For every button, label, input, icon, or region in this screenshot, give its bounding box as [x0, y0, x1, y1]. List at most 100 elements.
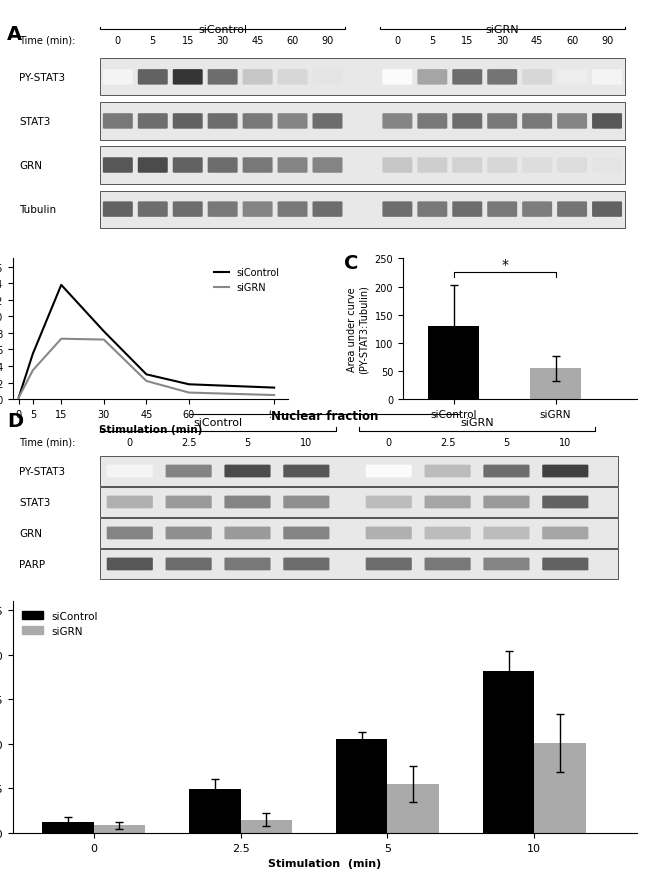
Text: siControl: siControl — [198, 25, 247, 34]
X-axis label: Stimulation (min): Stimulation (min) — [99, 425, 202, 435]
FancyBboxPatch shape — [100, 457, 618, 486]
Text: A: A — [6, 25, 22, 44]
FancyBboxPatch shape — [224, 496, 270, 509]
Text: 15: 15 — [461, 36, 473, 46]
Bar — [483, 671, 534, 833]
Bar — [42, 822, 94, 833]
Text: 5: 5 — [150, 36, 156, 46]
Text: 90: 90 — [601, 36, 613, 46]
Text: 60: 60 — [566, 36, 578, 46]
FancyBboxPatch shape — [208, 114, 238, 130]
FancyBboxPatch shape — [138, 202, 168, 217]
FancyBboxPatch shape — [424, 496, 471, 509]
Text: 0: 0 — [127, 438, 133, 447]
Text: 10: 10 — [300, 438, 313, 447]
FancyBboxPatch shape — [100, 103, 625, 140]
FancyBboxPatch shape — [522, 70, 552, 86]
Text: 45: 45 — [531, 36, 543, 46]
FancyBboxPatch shape — [488, 70, 517, 86]
FancyBboxPatch shape — [103, 70, 133, 86]
FancyBboxPatch shape — [173, 202, 203, 217]
Bar — [534, 743, 586, 833]
FancyBboxPatch shape — [542, 465, 588, 478]
X-axis label: Stimulation  (min): Stimulation (min) — [268, 859, 382, 868]
Text: STAT3: STAT3 — [20, 497, 51, 508]
FancyBboxPatch shape — [224, 465, 270, 478]
Y-axis label: Area under curve
(PY-STAT3:Tubulin): Area under curve (PY-STAT3:Tubulin) — [348, 285, 369, 374]
Bar — [387, 784, 439, 833]
FancyBboxPatch shape — [452, 114, 482, 130]
FancyBboxPatch shape — [592, 114, 622, 130]
FancyBboxPatch shape — [484, 558, 530, 571]
FancyBboxPatch shape — [417, 202, 447, 217]
FancyBboxPatch shape — [103, 202, 133, 217]
FancyBboxPatch shape — [242, 114, 272, 130]
Bar — [240, 820, 292, 833]
FancyBboxPatch shape — [452, 70, 482, 86]
FancyBboxPatch shape — [242, 70, 272, 86]
FancyBboxPatch shape — [138, 158, 168, 174]
FancyBboxPatch shape — [166, 496, 212, 509]
FancyBboxPatch shape — [173, 114, 203, 130]
Bar — [530, 369, 581, 400]
FancyBboxPatch shape — [592, 158, 622, 174]
FancyBboxPatch shape — [278, 114, 307, 130]
Text: 60: 60 — [287, 36, 299, 46]
Text: Time (min):: Time (min): — [20, 36, 75, 46]
FancyBboxPatch shape — [542, 496, 588, 509]
Text: 30: 30 — [496, 36, 508, 46]
FancyBboxPatch shape — [208, 70, 238, 86]
Text: PY-STAT3: PY-STAT3 — [20, 73, 66, 82]
FancyBboxPatch shape — [107, 527, 153, 539]
FancyBboxPatch shape — [484, 496, 530, 509]
FancyBboxPatch shape — [522, 158, 552, 174]
FancyBboxPatch shape — [452, 202, 482, 217]
Text: 30: 30 — [216, 36, 229, 46]
FancyBboxPatch shape — [166, 527, 212, 539]
FancyBboxPatch shape — [107, 496, 153, 509]
FancyBboxPatch shape — [542, 527, 588, 539]
FancyBboxPatch shape — [366, 558, 412, 571]
Bar — [428, 326, 479, 400]
FancyBboxPatch shape — [107, 558, 153, 571]
FancyBboxPatch shape — [138, 114, 168, 130]
FancyBboxPatch shape — [138, 70, 168, 86]
FancyBboxPatch shape — [283, 558, 330, 571]
FancyBboxPatch shape — [488, 158, 517, 174]
FancyBboxPatch shape — [557, 202, 587, 217]
FancyBboxPatch shape — [100, 519, 618, 548]
FancyBboxPatch shape — [278, 202, 307, 217]
FancyBboxPatch shape — [173, 158, 203, 174]
Text: 2.5: 2.5 — [181, 438, 196, 447]
FancyBboxPatch shape — [166, 558, 212, 571]
Text: C: C — [344, 253, 359, 273]
FancyBboxPatch shape — [557, 70, 587, 86]
FancyBboxPatch shape — [313, 70, 343, 86]
Text: GRN: GRN — [20, 528, 42, 538]
Bar — [189, 789, 240, 833]
Text: siGRN: siGRN — [486, 25, 519, 34]
FancyBboxPatch shape — [452, 158, 482, 174]
Text: *: * — [501, 258, 508, 272]
FancyBboxPatch shape — [542, 558, 588, 571]
FancyBboxPatch shape — [366, 496, 412, 509]
FancyBboxPatch shape — [173, 70, 203, 86]
Text: 0: 0 — [115, 36, 121, 46]
Text: 45: 45 — [252, 36, 264, 46]
FancyBboxPatch shape — [366, 527, 412, 539]
FancyBboxPatch shape — [484, 527, 530, 539]
Text: 5: 5 — [244, 438, 251, 447]
FancyBboxPatch shape — [488, 114, 517, 130]
FancyBboxPatch shape — [278, 158, 307, 174]
Text: 15: 15 — [181, 36, 194, 46]
FancyBboxPatch shape — [424, 527, 471, 539]
Text: 5: 5 — [429, 36, 436, 46]
Legend: siControl, siGRN: siControl, siGRN — [211, 264, 283, 296]
FancyBboxPatch shape — [100, 147, 625, 184]
FancyBboxPatch shape — [366, 465, 412, 478]
FancyBboxPatch shape — [283, 496, 330, 509]
Text: 0: 0 — [395, 36, 400, 46]
FancyBboxPatch shape — [107, 465, 153, 478]
FancyBboxPatch shape — [488, 202, 517, 217]
FancyBboxPatch shape — [522, 114, 552, 130]
